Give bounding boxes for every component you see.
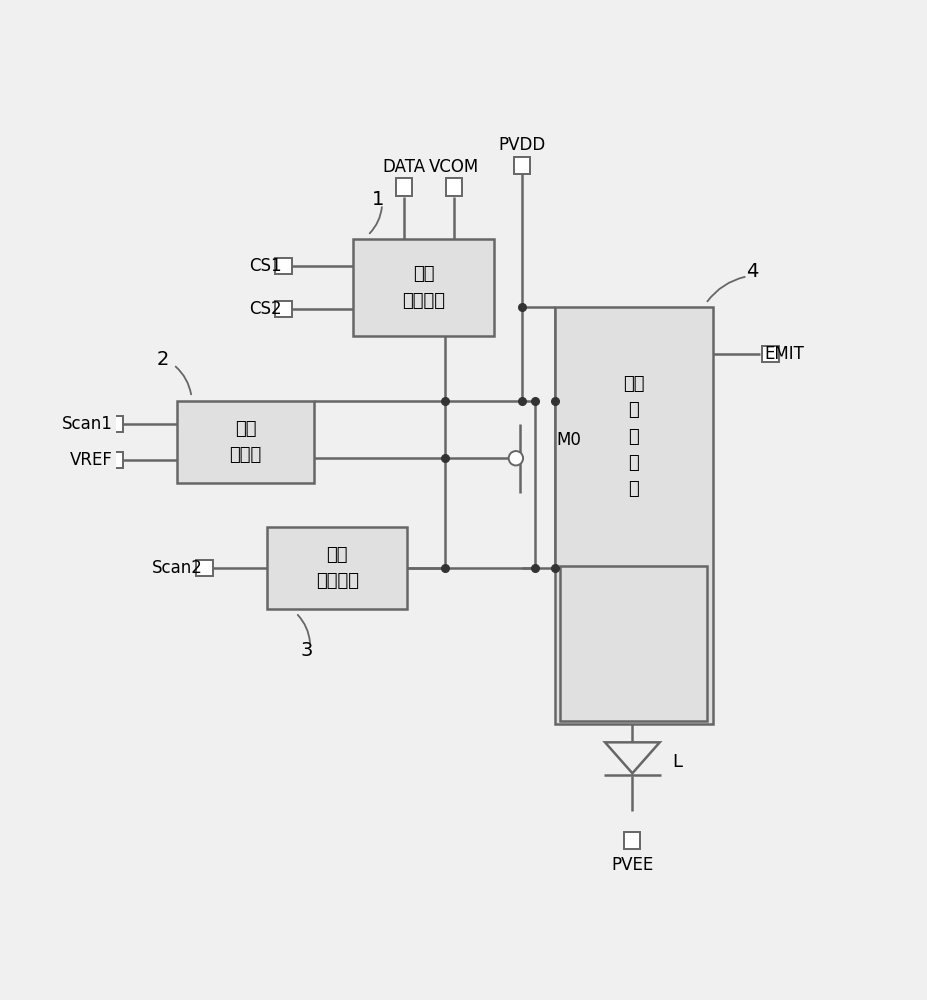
FancyBboxPatch shape [624, 832, 640, 849]
FancyBboxPatch shape [554, 307, 712, 724]
FancyBboxPatch shape [177, 401, 313, 483]
FancyBboxPatch shape [560, 566, 706, 721]
Text: VREF: VREF [70, 451, 112, 469]
Text: CS1: CS1 [248, 257, 281, 275]
Text: Scan2: Scan2 [151, 559, 202, 577]
FancyBboxPatch shape [106, 452, 123, 468]
FancyBboxPatch shape [446, 178, 462, 196]
Text: CS2: CS2 [248, 300, 281, 318]
Text: 初始
化模块: 初始 化模块 [229, 420, 261, 464]
Text: L: L [671, 753, 681, 771]
Text: PVEE: PVEE [611, 856, 653, 874]
FancyBboxPatch shape [274, 301, 292, 317]
Text: 发光
控
制
模
块: 发光 控 制 模 块 [622, 375, 644, 498]
Circle shape [508, 451, 523, 465]
Text: 4: 4 [745, 262, 758, 281]
Text: PVDD: PVDD [498, 136, 545, 154]
Text: M0: M0 [555, 431, 580, 449]
FancyBboxPatch shape [274, 258, 292, 274]
Text: 2: 2 [157, 350, 169, 369]
Text: EMIT: EMIT [764, 345, 804, 363]
FancyBboxPatch shape [395, 178, 412, 196]
Text: 补偿
控制模块: 补偿 控制模块 [315, 546, 358, 590]
FancyBboxPatch shape [514, 157, 529, 174]
FancyBboxPatch shape [196, 560, 213, 576]
FancyBboxPatch shape [353, 239, 493, 336]
FancyBboxPatch shape [267, 527, 407, 609]
Text: 3: 3 [300, 641, 312, 660]
Text: 电压
写入模块: 电压 写入模块 [401, 265, 444, 310]
Text: VCOM: VCOM [428, 158, 478, 176]
FancyBboxPatch shape [761, 346, 779, 362]
Text: DATA: DATA [382, 158, 425, 176]
Text: 1: 1 [372, 190, 385, 209]
FancyBboxPatch shape [106, 416, 123, 432]
Text: Scan1: Scan1 [61, 415, 112, 433]
